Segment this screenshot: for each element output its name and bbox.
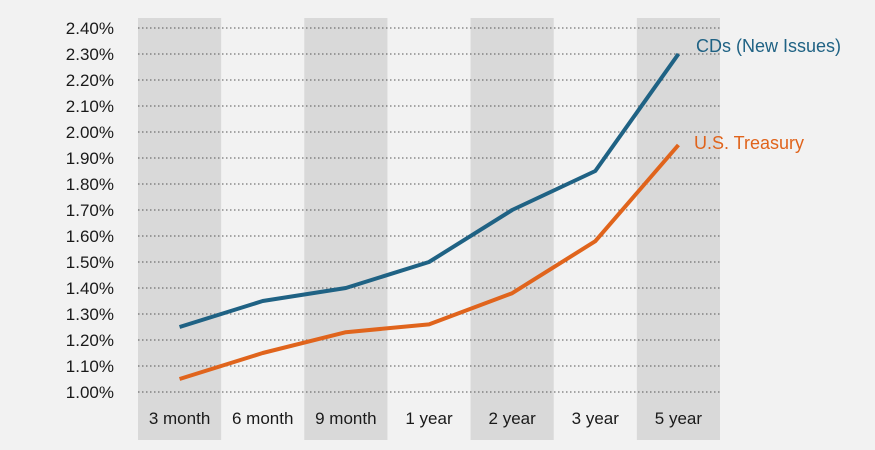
category-bands (138, 18, 720, 440)
y-tick-label: 1.40% (66, 279, 114, 298)
category-band (636, 18, 720, 440)
y-tick-label: 2.30% (66, 45, 114, 64)
y-tick-label: 1.90% (66, 149, 114, 168)
series-line-0 (178, 52, 681, 329)
series-label: CDs (New Issues) (696, 36, 841, 56)
x-tick-label: 3 year (572, 409, 620, 428)
x-tick-label: 3 month (149, 409, 210, 428)
x-tick-label: 6 month (232, 409, 293, 428)
x-tick-label: 5 year (655, 409, 703, 428)
series-lines (178, 52, 681, 381)
y-tick-label: 1.00% (66, 383, 114, 402)
y-tick-label: 2.20% (66, 71, 114, 90)
series-label: U.S. Treasury (694, 133, 804, 153)
y-axis-ticks: 1.00% 1.10% 1.20% 1.30% 1.40% 1.50% 1.60% 1.70%… (66, 19, 114, 402)
x-tick-label: 1 year (405, 409, 453, 428)
y-tick-label: 1.50% (66, 253, 114, 272)
y-tick-label: 2.10% (66, 97, 114, 116)
y-tick-label: 1.60% (66, 227, 114, 246)
y-tick-label: 2.40% (66, 19, 114, 38)
category-band (138, 18, 222, 440)
series-labels: CDs (New Issues) U.S. Treasury (694, 36, 841, 153)
x-tick-label: 9 month (315, 409, 376, 428)
y-tick-label: 1.30% (66, 305, 114, 324)
gridlines (138, 27, 720, 393)
y-tick-label: 2.00% (66, 123, 114, 142)
y-tick-label: 1.70% (66, 201, 114, 220)
y-tick-label: 1.10% (66, 357, 114, 376)
category-band (304, 18, 388, 440)
y-tick-label: 1.20% (66, 331, 114, 350)
y-tick-label: 1.80% (66, 175, 114, 194)
x-tick-label: 2 year (489, 409, 537, 428)
x-axis-ticks: 3 month 6 month 9 month 1 year 2 year 3 year 5… (149, 409, 703, 428)
